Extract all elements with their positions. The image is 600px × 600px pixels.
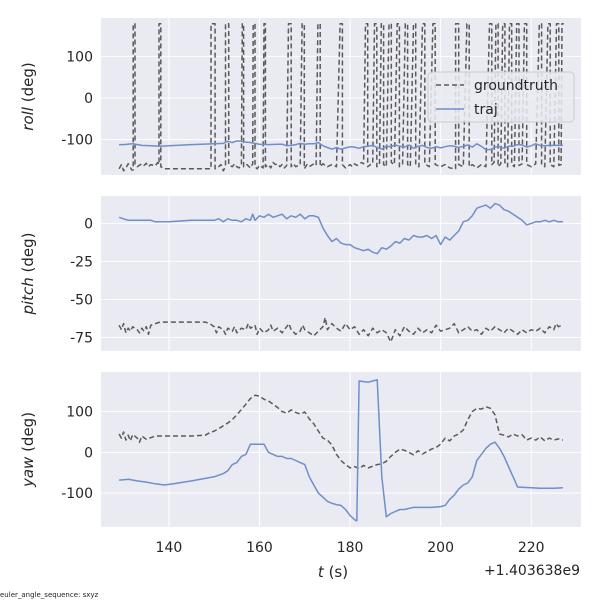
euler-sequence-note: euler_angle_sequence: sxyz: [0, 591, 99, 599]
y-tick-label: 0: [84, 445, 93, 461]
plot-background: [101, 196, 581, 351]
x-axis-label: t (s): [318, 563, 348, 581]
y-tick-label: 0: [84, 91, 93, 107]
y-axis-label-symbol: pitch: [19, 277, 37, 315]
legend: groundtruth traj: [427, 71, 575, 123]
series-line-traj: [119, 379, 563, 522]
y-axis-label-unit: (deg): [19, 412, 37, 457]
y-axis-label-unit: (deg): [19, 62, 37, 107]
y-tick-label: 100: [66, 49, 93, 65]
series-line-groundtruth: [118, 316, 564, 343]
y-axis-label: yaw (deg): [19, 412, 37, 488]
x-tick-label: 140: [156, 540, 183, 556]
panel-roll: 100 0 -100 roll (deg) groundtruth traj: [19, 18, 581, 175]
y-tick-label: -100: [61, 486, 93, 502]
y-tick-label: 100: [66, 405, 93, 421]
x-offset-label: +1.403638e9: [484, 563, 580, 579]
y-axis-label-symbol: yaw: [19, 456, 37, 488]
y-axis-label: pitch (deg): [19, 232, 37, 315]
x-tick-label: 180: [337, 540, 364, 556]
y-tick-label: -100: [61, 133, 93, 149]
x-tick-label: 220: [518, 540, 545, 556]
y-tick-label: -25: [70, 254, 93, 270]
x-axis-label-unit: (s): [324, 563, 348, 581]
legend-box: [427, 71, 575, 123]
y-axis-label-symbol: roll: [19, 106, 37, 131]
x-tick-label: 160: [246, 540, 273, 556]
legend-label-traj: traj: [474, 102, 498, 118]
series-line-groundtruth: [118, 394, 564, 470]
plot-background: [101, 372, 581, 527]
y-axis-label: roll (deg): [19, 62, 37, 130]
y-tick-label: 0: [84, 216, 93, 232]
legend-label-groundtruth: groundtruth: [474, 78, 558, 94]
y-axis-label-unit: (deg): [19, 232, 37, 277]
series-line-traj: [118, 202, 563, 255]
x-tick-label: 200: [427, 540, 454, 556]
y-tick-label: -75: [70, 330, 93, 346]
panel-pitch: 0 -25 -50 -75 pitch (deg): [19, 196, 581, 351]
panel-yaw: 100 0 -100 yaw (deg) 140 160 180 200 220 t (s) +1.…: [19, 372, 581, 581]
x-axis-label-symbol: t: [318, 563, 325, 581]
series-line-traj: [119, 140, 563, 151]
y-tick-label: -50: [70, 292, 93, 308]
